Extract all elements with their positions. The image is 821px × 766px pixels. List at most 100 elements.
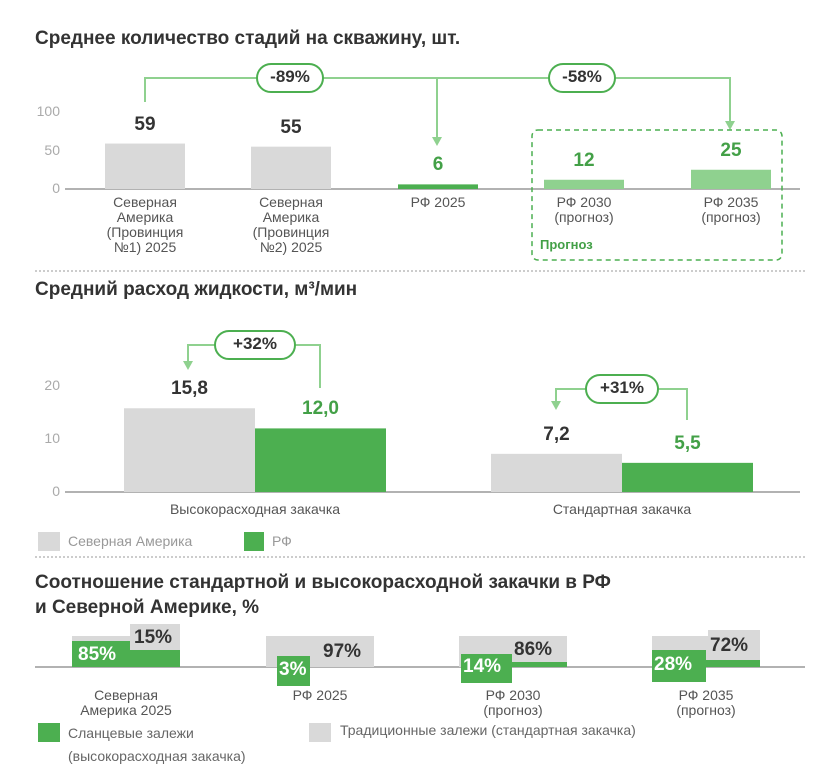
- category-line: (прогноз): [701, 209, 761, 225]
- change-badge: -89%: [270, 67, 310, 86]
- arrow-down-icon: [551, 401, 561, 410]
- value-label: 15,8: [171, 378, 208, 400]
- category-label: Стандартная закачка: [552, 501, 692, 517]
- category-line: (Провинция: [252, 224, 330, 240]
- bar: [251, 146, 331, 189]
- forecast-box: [531, 129, 783, 261]
- change-badge: +31%: [600, 378, 644, 397]
- value-label: 59: [134, 113, 156, 135]
- change-badge: +32%: [233, 334, 277, 353]
- category-line: РФ 2030: [485, 687, 541, 703]
- title-line: и Северной Америке, %: [35, 597, 260, 618]
- category-line: РФ 2035: [703, 194, 759, 210]
- arrow-down-icon: [725, 121, 735, 130]
- category-label: Северная Америка 2025: [56, 688, 196, 718]
- category-line: Америка: [262, 209, 320, 225]
- y-tick: 10: [44, 430, 60, 446]
- chart2-title: Средний расход жидкости, м³/мин: [35, 279, 358, 300]
- title-line: Соотношение стандартной и высокорасходно…: [35, 572, 611, 593]
- category-line: Америка 2025: [80, 702, 172, 718]
- legend-line: (высокорасходная закачка): [68, 748, 246, 764]
- shale-value: 14%: [463, 656, 502, 677]
- bar: [544, 179, 624, 189]
- bar: [255, 428, 386, 492]
- legend-label: Сланцевые залежи (высокорасходная закачка…: [68, 722, 246, 766]
- category-label: РФ 2030 (прогноз): [443, 688, 583, 718]
- category-label: Северная Америка (Провинция №2) 2025: [231, 195, 351, 255]
- category-line: РФ 2035: [678, 687, 734, 703]
- bar: [398, 184, 478, 189]
- change-badge: -58%: [562, 67, 602, 86]
- change-badge-ellipse: [256, 63, 324, 93]
- bar: [124, 408, 255, 492]
- category-line: Северная: [113, 194, 177, 210]
- legend-label: Традиционные залежи (стандартная закачка…: [340, 722, 636, 738]
- y-tick: 100: [36, 103, 60, 119]
- legend-swatch: [38, 723, 60, 742]
- change-badge-ellipse: [548, 63, 616, 93]
- category-line: (прогноз): [554, 209, 614, 225]
- value-label: 55: [280, 116, 302, 138]
- legend-label: РФ: [272, 533, 292, 549]
- category-line: (Провинция: [106, 224, 184, 240]
- y-tick: 0: [52, 483, 60, 499]
- shale-value: 3%: [279, 659, 307, 680]
- divider: [35, 556, 805, 558]
- shale-value: 85%: [78, 644, 117, 665]
- category-label: РФ 2035 (прогноз): [636, 688, 776, 718]
- traditional-bar-tab: [708, 630, 760, 660]
- category-label: Северная Америка (Провинция №1) 2025: [85, 195, 205, 255]
- legend-label: Северная Америка: [68, 533, 193, 549]
- category-line: Северная: [94, 687, 158, 703]
- chart3-title: Соотношение стандартной и высокорасходно…: [35, 570, 611, 620]
- change-badge-ellipse: [585, 374, 659, 404]
- value-label: 6: [432, 154, 444, 176]
- change-badge-ellipse: [214, 330, 296, 360]
- y-tick: 50: [44, 141, 60, 158]
- category-label: РФ 2030 (прогноз): [524, 195, 644, 225]
- shale-bar: [277, 656, 310, 686]
- category-line: №2) 2025: [259, 239, 323, 255]
- shale-bar: [461, 654, 512, 683]
- bar: [491, 453, 622, 492]
- traditional-value: 86%: [514, 639, 553, 660]
- category-label: Высокорасходная закачка: [169, 501, 341, 517]
- arrow-down-icon: [183, 361, 193, 370]
- category-label: РФ 2035 (прогноз): [671, 195, 791, 225]
- category-line: Северная: [259, 194, 323, 210]
- forecast-label: Прогноз: [540, 237, 593, 252]
- shale-bar-strip: [512, 662, 567, 667]
- value-label: 5,5: [674, 432, 701, 454]
- legend-swatch: [309, 723, 331, 742]
- value-label: 25: [720, 139, 742, 161]
- category-line: РФ 2025: [292, 687, 348, 703]
- value-label: 12,0: [302, 398, 339, 420]
- category-line: №1) 2025: [113, 239, 177, 255]
- category-label: РФ 2025: [250, 688, 390, 703]
- shale-bar-strip: [706, 660, 760, 667]
- category-label: РФ 2025: [378, 195, 498, 210]
- legend-swatch: [38, 532, 60, 551]
- traditional-value: 97%: [323, 641, 362, 662]
- value-label: 12: [573, 149, 595, 171]
- chart1-title: Среднее количество стадий на скважину, ш…: [35, 28, 461, 49]
- shale-value: 28%: [654, 654, 693, 675]
- category-line: (прогноз): [483, 702, 543, 718]
- legend-swatch: [244, 532, 264, 551]
- traditional-value: 15%: [134, 627, 173, 648]
- divider: [35, 270, 805, 272]
- shale-bar: [652, 650, 706, 682]
- bar: [105, 143, 185, 189]
- y-tick: 20: [44, 377, 60, 393]
- arrow-down-icon: [432, 137, 442, 146]
- category-line: (прогноз): [676, 702, 736, 718]
- category-line: РФ 2025: [410, 194, 466, 210]
- category-line: РФ 2030: [556, 194, 612, 210]
- category-line: Америка: [116, 209, 174, 225]
- value-label: 7,2: [543, 423, 570, 445]
- legend-line: Сланцевые залежи: [68, 725, 194, 741]
- bar: [691, 169, 771, 189]
- traditional-bar-tab: [130, 624, 180, 650]
